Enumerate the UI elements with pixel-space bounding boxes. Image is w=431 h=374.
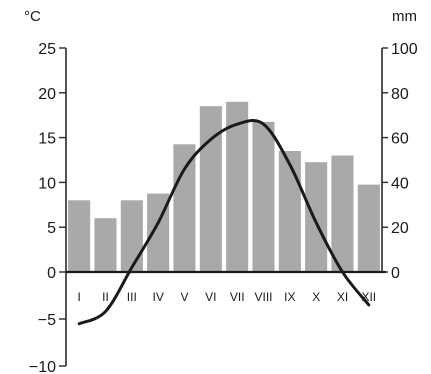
temperature-tick-label: −5 <box>38 312 56 329</box>
temperature-tick-label: 15 <box>38 131 56 148</box>
temperature-unit-label: °C <box>24 8 41 25</box>
month-label: VII <box>230 290 245 304</box>
temperature-axis-ticks: 25 20 15 10 5 0 −5 −10 <box>29 41 66 374</box>
precipitation-bar <box>305 162 328 272</box>
month-label: I <box>78 290 81 304</box>
precipitation-bar <box>331 155 354 272</box>
precipitation-tick-label: 100 <box>391 41 418 58</box>
precipitation-bar <box>94 218 117 272</box>
month-label: VIII <box>254 290 272 304</box>
axes <box>65 48 386 366</box>
temperature-tick-label: −10 <box>29 359 56 374</box>
precipitation-bar <box>173 144 196 272</box>
month-label: IV <box>153 290 164 304</box>
precipitation-tick-label: 80 <box>391 86 409 103</box>
temperature-line <box>77 119 371 326</box>
precipitation-bar <box>278 151 301 272</box>
precipitation-bar <box>252 121 275 273</box>
precipitation-tick-label: 20 <box>391 220 409 237</box>
month-label: X <box>312 290 320 304</box>
precipitation-bars <box>68 101 380 273</box>
precipitation-bar <box>199 106 222 272</box>
temperature-series <box>77 119 371 326</box>
month-label: III <box>127 290 137 304</box>
precipitation-tick-label: 0 <box>391 265 400 282</box>
temperature-tick-label: 0 <box>47 265 56 282</box>
month-label: XI <box>337 290 348 304</box>
precipitation-tick-label: 60 <box>391 131 409 148</box>
precipitation-bar <box>357 184 380 272</box>
precipitation-bar <box>68 200 91 272</box>
month-label: IX <box>284 290 295 304</box>
month-label: VI <box>205 290 216 304</box>
temperature-tick-label: 10 <box>38 175 56 192</box>
precipitation-unit-label: mm <box>392 8 417 25</box>
temperature-tick-label: 5 <box>47 220 56 237</box>
precipitation-bar <box>120 200 143 272</box>
temperature-tick-label: 25 <box>38 41 56 58</box>
precipitation-axis-ticks: 0 20 40 60 80 100 <box>382 41 418 282</box>
month-labels: I II III IV V VI VII VIII IX X XI XII <box>78 290 377 304</box>
precipitation-tick-label: 40 <box>391 175 409 192</box>
temperature-tick-label: 20 <box>38 86 56 103</box>
month-label: V <box>180 290 188 304</box>
precipitation-bar <box>226 101 249 272</box>
month-label: II <box>102 290 109 304</box>
